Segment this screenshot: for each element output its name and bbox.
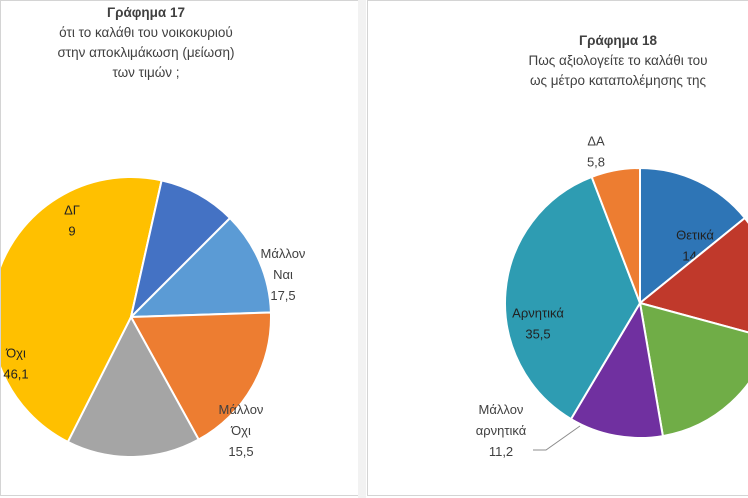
chart-title-18: Γράφημα 18	[579, 33, 657, 48]
pie-chart-17: Ναι12ΜάλλονΝαι17,5ΜάλλονΌχι15,5Όχι46,1ΔΓ…	[1, 176, 306, 459]
chart-title-block-17: Γράφημα 17 ότι το καλάθι του νοικοκυριού…	[1, 3, 331, 83]
pie18-slice-3	[569, 300, 665, 439]
chart-subtitle-17-line3: των τιμών ;	[112, 65, 180, 80]
chart-panel-17: Γράφημα 17 ότι το καλάθι του νοικοκυριού…	[0, 0, 359, 496]
pie18-label-4: Αρνητικά 35,5	[512, 306, 564, 342]
pie18-slice-4	[504, 175, 642, 421]
pie18-leader-3	[533, 425, 581, 451]
pie18-label-3: Μάλλον αρνητικά 11,2	[476, 402, 527, 459]
pie17-slice-2	[66, 314, 201, 458]
pie17-label-3: Όχι 46,1	[3, 346, 28, 382]
pie17-label-2: Μάλλον Όχι 15,5	[219, 402, 264, 459]
chart-title-block-18: Γράφημα 18 Πως αξιολογείτε το καλάθι του…	[428, 31, 748, 91]
pie17-label-4: ΔΓ 9	[64, 203, 80, 239]
pie17-slice-4	[129, 179, 232, 321]
pie18-slice-5	[590, 166, 641, 304]
pie18-slice-2	[638, 301, 748, 438]
chart-panel-18: Γράφημα 18 Πως αξιολογείτε το καλάθι του…	[367, 0, 748, 496]
chart-subtitle-17-line2: στην αποκλιμάκωση (μείωση)	[57, 45, 235, 60]
chart-title-17: Γράφημα 17	[107, 5, 185, 20]
chart-subtitle-17-line1: ότι το καλάθι του νοικοκυριού	[59, 25, 233, 40]
pie17-slice-0	[128, 216, 272, 319]
pie17-label-1: Μάλλον Ναι 17,5	[261, 246, 306, 303]
chart-subtitle-18-line1: Πως αξιολογείτε το καλάθι του	[528, 53, 708, 68]
chart-subtitle-18-line2: ως μέτρο καταπολέμησης της	[529, 73, 707, 88]
pie18-slice-1	[637, 216, 748, 334]
pie18-label-5: ΔΑ 5,8	[587, 134, 605, 170]
pie18-slice-0	[639, 166, 747, 306]
panel-gap	[358, 0, 366, 498]
pie17-slice-1	[129, 311, 272, 441]
pie17-slice-3	[1, 176, 163, 444]
